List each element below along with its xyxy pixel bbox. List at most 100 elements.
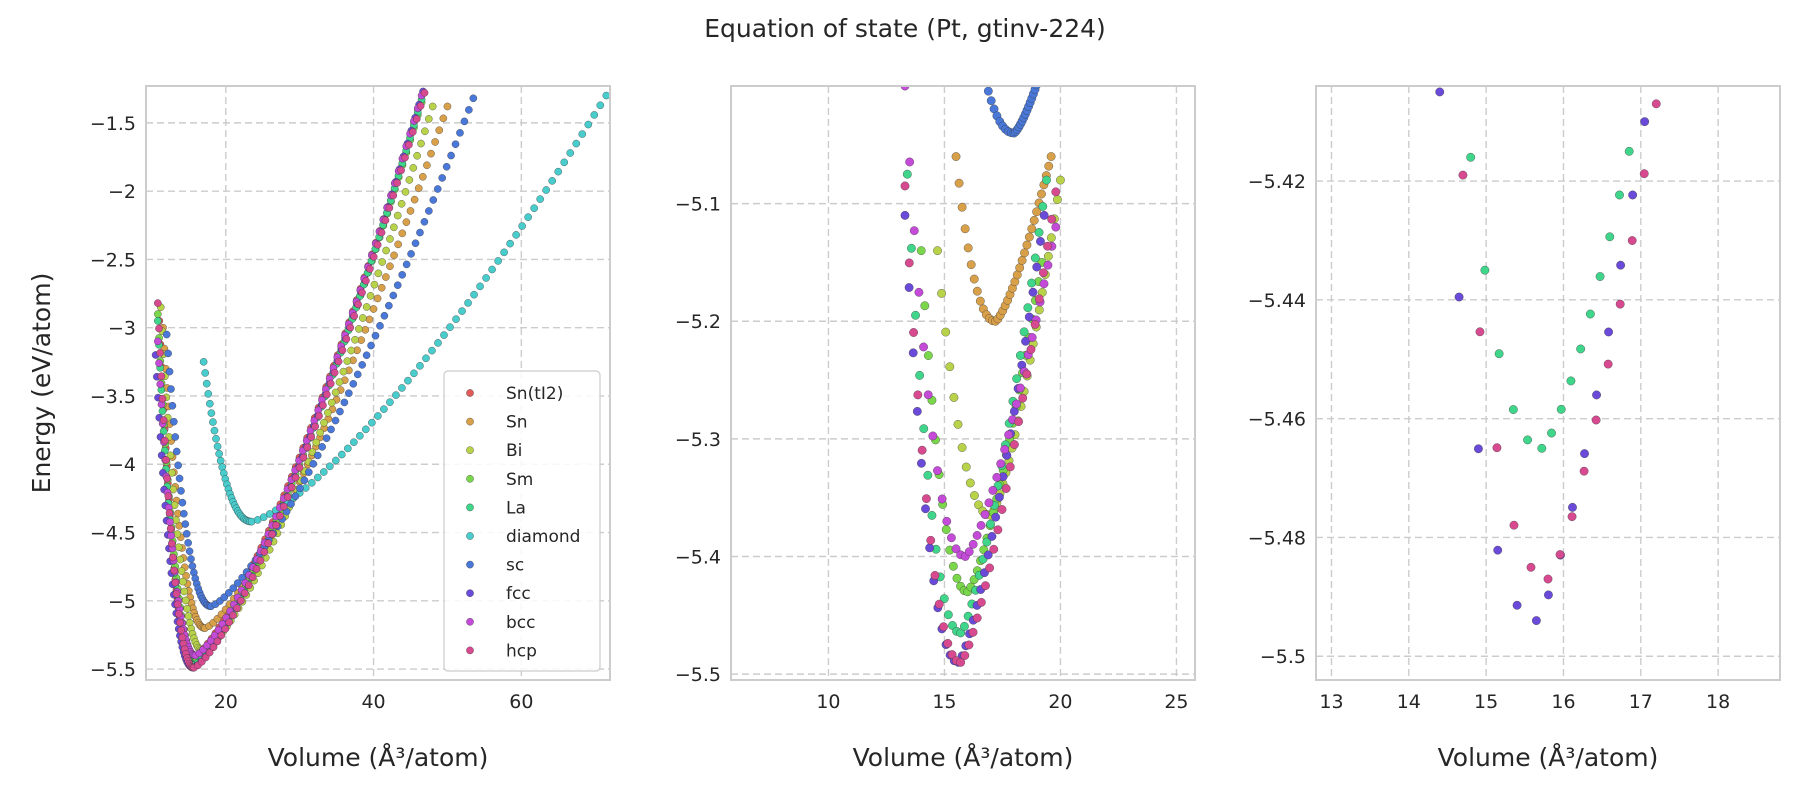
data-point-fcc — [994, 492, 1004, 502]
legend-marker — [466, 646, 474, 655]
data-point-bi — [428, 102, 437, 111]
data-point-sc — [456, 128, 464, 137]
data-point-bi — [393, 211, 402, 220]
data-point-hcp — [913, 390, 923, 400]
data-point-bcc — [1027, 333, 1037, 342]
data-point-diamond — [319, 468, 328, 476]
x-tick-label: 16 — [1551, 691, 1575, 713]
data-point-sc — [420, 217, 429, 226]
data-point-bi — [355, 325, 363, 333]
legend-item-sn-ti2: Sn(tI2) — [466, 384, 563, 404]
data-point-sn — [365, 315, 374, 324]
data-point-bcc — [1015, 383, 1025, 393]
data-point-bi — [366, 292, 375, 300]
data-point-la — [1466, 152, 1476, 162]
x-axis-label: Volume (Å³/atom) — [268, 743, 489, 772]
data-point-diamond — [512, 231, 520, 239]
legend-item-la: La — [466, 498, 526, 518]
data-point-sn — [443, 102, 452, 111]
data-point-hcp — [350, 312, 359, 320]
x-tick-label: 17 — [1629, 691, 1653, 713]
data-point-diamond — [392, 391, 400, 399]
legend-label: sc — [506, 556, 524, 576]
legend-label: Sn — [506, 413, 528, 433]
data-point-sc — [164, 349, 172, 358]
data-point-bcc — [984, 498, 994, 508]
data-point-fcc — [1592, 390, 1601, 400]
data-point-hcp — [1492, 443, 1502, 453]
data-point-sc — [447, 151, 455, 160]
data-point-hcp — [1579, 466, 1589, 476]
x-tick-label: 10 — [816, 691, 840, 713]
data-point-fcc — [925, 543, 935, 553]
data-point-hcp — [342, 335, 351, 343]
data-point-hcp — [176, 618, 184, 627]
data-point-sm — [153, 310, 162, 318]
data-point-diamond — [215, 449, 223, 458]
data-point-hcp — [295, 463, 304, 472]
data-point-diamond — [207, 409, 216, 417]
data-point-la — [1012, 374, 1022, 384]
data-point-bi — [413, 151, 421, 160]
data-point-sc — [1044, 46, 1052, 54]
data-point-hcp — [1030, 319, 1040, 329]
data-point-sc — [1041, 56, 1049, 64]
data-point-diamond — [374, 412, 382, 420]
data-point-sc — [172, 447, 181, 456]
data-point-sc — [184, 538, 192, 547]
data-point-la — [1494, 349, 1504, 359]
data-point-la — [153, 317, 162, 325]
data-point-fcc — [1512, 600, 1522, 610]
data-point-bi — [945, 362, 955, 372]
data-point-sc — [304, 468, 313, 477]
data-point-diamond — [542, 186, 551, 194]
data-point-bi — [316, 428, 324, 437]
data-point-diamond — [307, 478, 316, 487]
data-point-hcp — [900, 181, 910, 191]
data-point-sn — [398, 229, 407, 238]
data-point-diamond — [386, 398, 394, 407]
y-tick-label: −5.42 — [1248, 171, 1306, 193]
data-point-sc — [451, 140, 460, 149]
data-point-sc — [1032, 86, 1041, 90]
legend-item-fcc: fcc — [466, 584, 531, 604]
data-point-hcp — [1651, 99, 1661, 109]
data-point-sc — [469, 94, 478, 103]
data-point-fcc — [1028, 287, 1038, 297]
data-point-sm — [916, 246, 926, 256]
data-point-hcp — [1591, 415, 1601, 425]
data-point-hcp — [909, 328, 919, 337]
data-point-sc — [983, 86, 993, 96]
data-point-fcc — [1473, 444, 1483, 454]
data-point-sc — [1034, 76, 1042, 84]
data-point-bi — [933, 246, 942, 256]
data-point-diamond — [210, 426, 219, 435]
data-point-sc — [384, 301, 393, 310]
data-point-sc — [1036, 71, 1044, 79]
data-point-la — [923, 470, 933, 480]
data-point-sc — [313, 451, 322, 460]
data-point-diamond — [482, 274, 490, 282]
data-point-hcp — [904, 258, 914, 268]
data-point-bi — [351, 335, 359, 344]
data-point-sn — [402, 218, 411, 227]
data-point-diamond — [313, 473, 322, 482]
data-point-hcp — [1051, 187, 1061, 197]
data-point-diamond — [494, 257, 502, 265]
legend-label: Sm — [506, 470, 533, 490]
data-point-hcp — [319, 401, 327, 410]
data-point-hcp — [377, 228, 386, 237]
data-point-fcc — [1039, 210, 1049, 220]
data-point-la — [1585, 309, 1595, 319]
data-point-bcc — [909, 226, 919, 236]
data-point-hcp — [1034, 294, 1044, 304]
x-tick-label: 20 — [214, 691, 238, 713]
data-point-sc — [182, 529, 191, 538]
data-point-hcp — [412, 115, 421, 123]
y-tick-label: −5.5 — [90, 659, 136, 681]
data-point-fcc — [1435, 87, 1445, 97]
data-point-hcp — [303, 443, 312, 452]
data-point-fcc — [1032, 262, 1042, 272]
data-point-diamond — [488, 265, 496, 274]
data-point-hcp — [354, 300, 362, 309]
